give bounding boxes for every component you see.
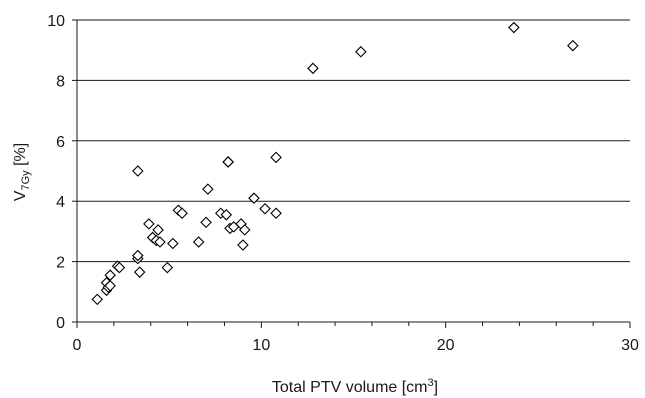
data-point (222, 156, 234, 168)
y-tick-label: 2 (56, 255, 65, 272)
data-point (200, 216, 212, 229)
data-point (307, 62, 319, 75)
data-point (152, 224, 164, 236)
data-point (192, 236, 205, 248)
x-axis-label-superscript: 3 (428, 377, 434, 389)
y-tick-labels: 0 2 4 6 8 10 (47, 13, 65, 332)
data-point (238, 224, 251, 236)
data-point (132, 165, 144, 177)
x-tick-labels: 0 10 20 30 (73, 337, 639, 354)
data-point (167, 237, 179, 250)
axes (72, 19, 631, 328)
data-point (220, 209, 233, 221)
data-point (91, 293, 104, 306)
y-tick-label: 8 (56, 73, 65, 90)
data-point (113, 261, 126, 274)
x-tick-label: 0 (73, 337, 82, 354)
data-point (104, 269, 116, 281)
data-points (91, 21, 579, 306)
data-point (133, 266, 146, 278)
y-axis-label-end: [%] (12, 143, 29, 171)
data-point (355, 45, 367, 58)
x-tick-label: 30 (621, 337, 639, 354)
data-point (270, 151, 282, 164)
y-tick-label: 4 (56, 194, 65, 211)
x-tick-label: 10 (252, 337, 270, 354)
y-axis-label: V7Gy [%] (12, 143, 32, 201)
y-tick-label: 6 (56, 134, 65, 151)
data-point (248, 192, 260, 204)
x-tick-label: 20 (437, 337, 455, 354)
data-point (132, 249, 144, 262)
x-axis-label-main: Total PTV volume [cm (272, 379, 428, 396)
y-tick-label: 0 (56, 315, 65, 332)
data-point (176, 207, 188, 220)
data-point (104, 279, 116, 292)
data-point (143, 218, 155, 230)
data-point (237, 239, 249, 251)
data-point (567, 39, 579, 52)
x-axis-label: Total PTV volume [cm3] (272, 377, 438, 396)
data-point (161, 261, 174, 274)
gridlines (77, 19, 630, 263)
data-point (508, 21, 520, 34)
data-point (154, 236, 166, 248)
data-point (202, 183, 214, 195)
y-tick-label: 10 (47, 13, 65, 30)
data-point (270, 207, 282, 220)
x-axis-label-end: ] (434, 379, 438, 396)
data-point (259, 202, 271, 215)
y-axis-label-main: V (12, 190, 29, 201)
y-axis-label-subscript: 7Gy (20, 170, 32, 191)
